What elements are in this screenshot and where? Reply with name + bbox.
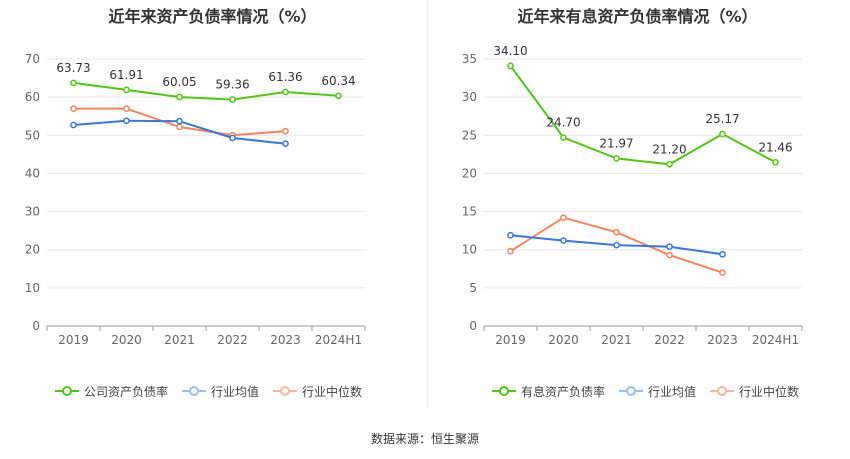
data-point <box>613 228 620 236</box>
data-label: 60.34 <box>321 74 355 88</box>
data-point <box>560 237 567 244</box>
data-point <box>772 158 779 166</box>
y-tick-label: 5 <box>469 281 477 295</box>
data-label: 60.05 <box>162 75 196 89</box>
x-tick-label: 2020 <box>111 333 142 347</box>
x-tick-label: 2023 <box>707 333 738 347</box>
data-label: 61.91 <box>109 68 143 82</box>
x-tick-label: 2021 <box>164 333 195 347</box>
y-tick-label: 50 <box>25 128 40 142</box>
y-tick-label: 40 <box>25 166 40 180</box>
data-point <box>176 117 183 125</box>
legend-label: 行业均值 <box>648 384 697 399</box>
y-tick-label: 35 <box>462 52 477 66</box>
data-label: 21.46 <box>758 140 792 154</box>
legend-line-icon <box>710 386 735 396</box>
data-point <box>70 79 77 87</box>
legend-line-icon <box>182 386 207 396</box>
legend-item-industry-mean[interactable]: 行业均值 <box>619 383 696 400</box>
data-point <box>335 92 342 100</box>
legend-line-icon <box>492 386 516 396</box>
legend-item-industry-median[interactable]: 行业中位数 <box>710 383 799 400</box>
y-tick-label: 10 <box>462 243 477 257</box>
x-tick-label: 2020 <box>548 333 579 347</box>
y-tick-label: 70 <box>25 52 40 66</box>
legend-item-industry-median[interactable]: 行业中位数 <box>273 383 362 400</box>
data-point <box>613 155 620 162</box>
legend-line-icon <box>273 386 298 396</box>
data-point <box>560 134 567 141</box>
x-tick-label: 2019 <box>495 333 526 347</box>
y-tick-label: 20 <box>462 166 477 180</box>
data-point <box>176 123 183 131</box>
y-tick-label: 30 <box>462 90 477 104</box>
x-tick-label: 2024H1 <box>315 333 362 347</box>
legend-right: 有息资产负债率 行业均值 行业中位数 <box>492 381 813 401</box>
data-point <box>70 121 77 129</box>
data-point <box>719 130 726 138</box>
data-point <box>282 127 289 135</box>
legend-line-icon <box>55 386 79 396</box>
series-line <box>509 65 776 166</box>
legend-label: 公司资产负债率 <box>84 384 169 399</box>
data-source: 数据来源：恒生聚源 <box>370 432 479 446</box>
series-line <box>73 81 339 101</box>
data-point <box>666 160 673 168</box>
legend-line-icon <box>619 386 644 396</box>
data-point <box>560 214 567 222</box>
legend-item-industry-mean[interactable]: 行业均值 <box>182 383 259 400</box>
data-point <box>719 250 726 258</box>
data-point <box>507 62 514 70</box>
y-tick-label: 25 <box>462 128 477 142</box>
legend-label: 行业中位数 <box>739 384 800 399</box>
chart-title-right: 近年来有息资产负债率情况（%） <box>517 7 758 26</box>
y-tick-label: 60 <box>25 90 40 104</box>
data-point <box>176 93 183 101</box>
data-label: 63.73 <box>56 61 90 75</box>
legend-label: 有息资产负债率 <box>521 384 606 399</box>
x-tick-label: 2023 <box>270 333 301 347</box>
data-point <box>719 269 726 276</box>
data-label: 61.36 <box>268 70 302 84</box>
x-tick-label: 2021 <box>601 333 632 347</box>
legend-label: 行业中位数 <box>302 384 363 399</box>
legend-label: 行业均值 <box>211 384 260 399</box>
data-point <box>282 88 289 96</box>
chart-title-left: 近年来资产负债率情况（%） <box>108 7 317 26</box>
data-point <box>229 134 236 142</box>
y-tick-label: 10 <box>25 281 40 295</box>
data-label: 34.10 <box>493 44 527 58</box>
y-tick-label: 15 <box>462 205 477 219</box>
data-label: 24.70 <box>546 116 580 130</box>
y-tick-label: 0 <box>32 319 40 333</box>
legend-item-interest-debt-ratio[interactable]: 有息资产负债率 <box>492 383 605 400</box>
data-point <box>613 241 620 249</box>
x-tick-label: 2019 <box>58 333 89 347</box>
data-point <box>123 86 130 94</box>
data-label: 21.20 <box>652 142 686 156</box>
y-tick-label: 30 <box>25 205 40 219</box>
y-tick-label: 20 <box>25 243 40 257</box>
data-point <box>70 105 77 112</box>
legend-left: 公司资产负债率 行业均值 行业中位数 <box>55 381 376 401</box>
data-label: 25.17 <box>705 112 739 126</box>
data-label: 21.97 <box>599 136 633 150</box>
data-point <box>123 117 130 125</box>
data-point <box>123 105 130 112</box>
legend-item-company-debt-ratio[interactable]: 公司资产负债率 <box>55 383 168 400</box>
data-label: 59.36 <box>215 78 249 92</box>
data-point <box>666 251 673 259</box>
data-point <box>229 96 236 103</box>
data-point <box>507 247 514 255</box>
data-point <box>282 140 289 148</box>
y-tick-label: 0 <box>469 319 477 333</box>
x-tick-label: 2022 <box>654 333 685 347</box>
x-tick-label: 2022 <box>217 333 248 347</box>
panel-divider <box>427 0 428 408</box>
data-point <box>507 231 514 239</box>
data-point <box>666 243 673 251</box>
x-tick-label: 2024H1 <box>752 333 799 347</box>
